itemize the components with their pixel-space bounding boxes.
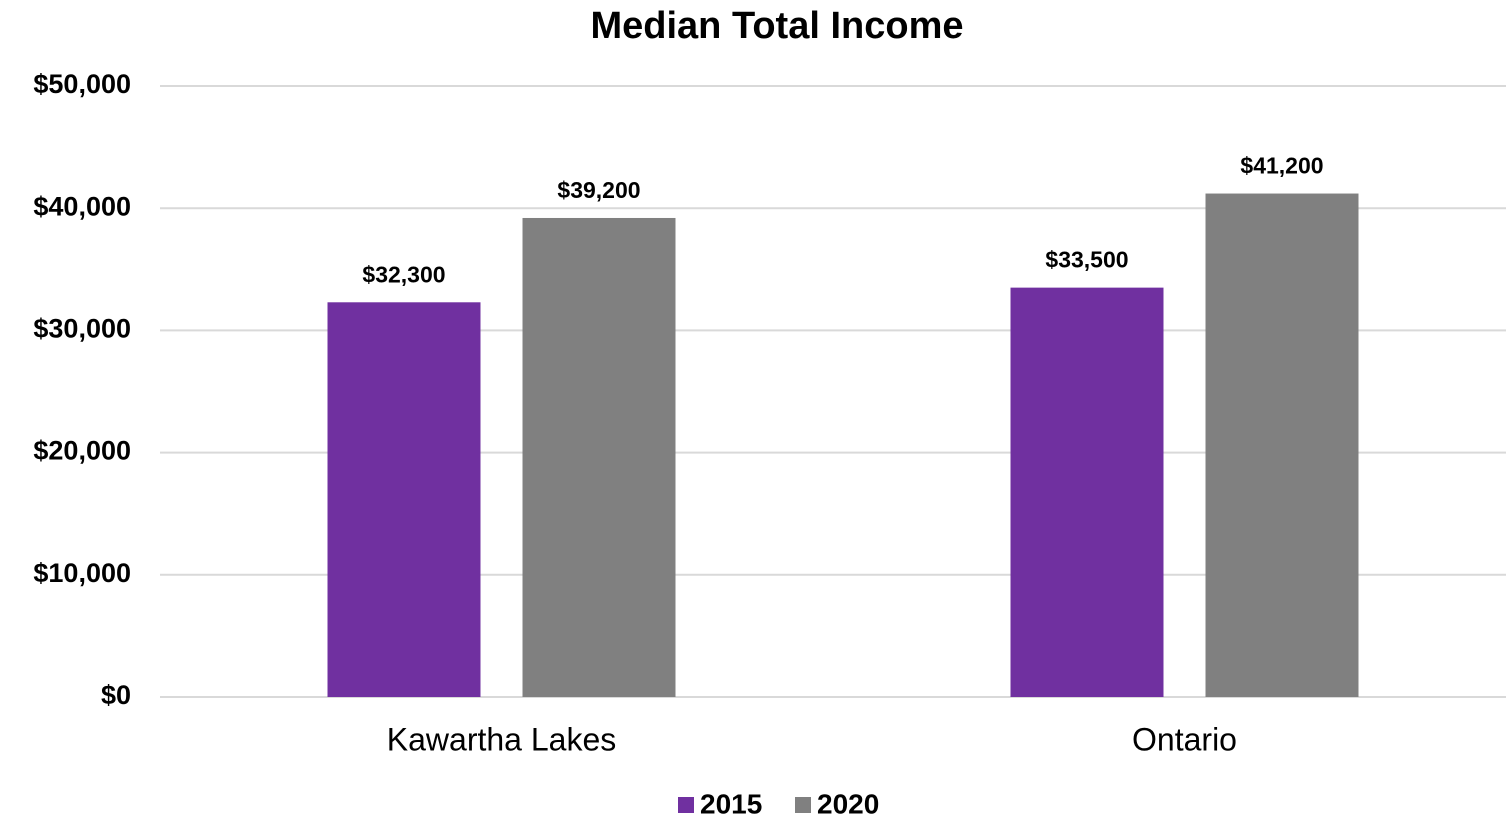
bar <box>1205 193 1359 697</box>
bar <box>522 217 676 697</box>
y-tick-label: $20,000 <box>33 436 131 466</box>
y-tick-label: $10,000 <box>33 558 131 588</box>
x-tick-label: Ontario <box>1132 721 1237 757</box>
value-label: $32,300 <box>362 261 445 287</box>
value-label: $33,500 <box>1045 247 1128 273</box>
y-tick-label: $50,000 <box>33 69 131 99</box>
value-label: $41,200 <box>1240 153 1323 179</box>
y-tick-label: $0 <box>101 680 131 710</box>
bar <box>327 302 481 697</box>
value-label: $39,200 <box>557 177 640 203</box>
legend-swatch <box>795 797 811 813</box>
chart-title: Median Total Income <box>590 5 963 47</box>
bar <box>1010 287 1164 697</box>
legend-label: 2020 <box>817 788 879 819</box>
x-tick-label: Kawartha Lakes <box>387 721 616 757</box>
legend-label: 2015 <box>700 788 762 819</box>
legend-swatch <box>678 797 694 813</box>
y-tick-label: $30,000 <box>33 314 131 344</box>
y-tick-label: $40,000 <box>33 191 131 221</box>
